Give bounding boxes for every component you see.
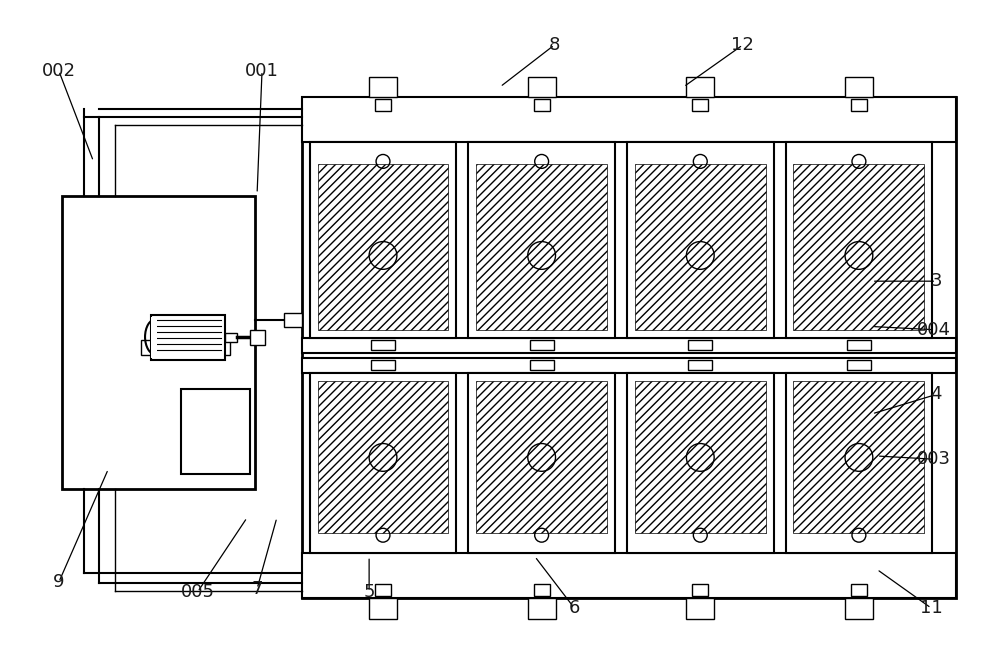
Text: 9: 9 <box>53 573 65 591</box>
Text: 001: 001 <box>245 62 279 80</box>
Bar <box>371 360 395 370</box>
Bar <box>534 584 550 596</box>
Text: 6: 6 <box>569 599 580 617</box>
Bar <box>225 333 237 342</box>
Bar <box>528 77 556 97</box>
Bar <box>688 360 712 370</box>
Bar <box>468 142 615 338</box>
Bar <box>686 77 714 97</box>
Bar <box>786 373 932 553</box>
Text: 3: 3 <box>931 272 942 290</box>
Bar <box>627 373 774 553</box>
Bar <box>845 597 873 620</box>
Bar <box>371 340 395 350</box>
Bar <box>302 338 956 353</box>
Bar <box>318 381 448 534</box>
Bar <box>692 584 708 596</box>
Bar <box>851 584 867 596</box>
Bar <box>151 317 157 358</box>
Bar <box>530 360 554 370</box>
Bar <box>318 165 448 330</box>
Bar <box>369 597 397 620</box>
Bar <box>627 142 774 338</box>
Bar <box>141 340 230 355</box>
Bar <box>692 99 708 111</box>
Bar <box>528 597 556 620</box>
Bar <box>310 373 456 553</box>
Bar <box>284 313 302 327</box>
Text: 8: 8 <box>549 36 560 54</box>
Bar <box>181 389 250 473</box>
Bar <box>530 340 554 350</box>
Text: 11: 11 <box>920 599 943 617</box>
Text: 12: 12 <box>731 36 754 54</box>
Bar <box>468 373 615 553</box>
Bar <box>847 360 871 370</box>
Bar <box>635 381 766 534</box>
Bar <box>793 381 924 534</box>
Bar <box>476 381 607 534</box>
Bar <box>686 597 714 620</box>
Text: 005: 005 <box>181 583 215 601</box>
Bar <box>635 165 766 330</box>
Bar <box>845 77 873 97</box>
Bar <box>375 584 391 596</box>
Bar <box>793 165 924 330</box>
Bar <box>688 340 712 350</box>
Bar <box>786 142 932 338</box>
Bar <box>250 330 265 345</box>
Text: 002: 002 <box>42 62 76 80</box>
Text: 004: 004 <box>917 321 951 339</box>
Bar <box>302 97 956 597</box>
Bar <box>375 99 391 111</box>
Text: 7: 7 <box>251 580 263 597</box>
Text: 4: 4 <box>931 385 942 404</box>
Bar <box>851 99 867 111</box>
Bar <box>302 553 956 597</box>
Bar <box>62 196 255 488</box>
Bar <box>369 77 397 97</box>
Bar <box>302 97 956 142</box>
Bar <box>302 358 956 373</box>
Bar <box>847 340 871 350</box>
Text: 5: 5 <box>363 583 375 601</box>
Bar <box>151 315 225 360</box>
Text: 003: 003 <box>917 450 951 468</box>
Bar <box>310 142 456 338</box>
Bar <box>476 165 607 330</box>
Bar <box>534 99 550 111</box>
